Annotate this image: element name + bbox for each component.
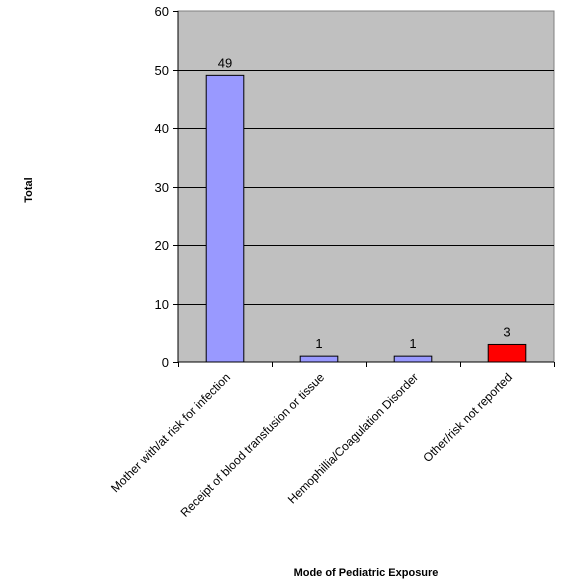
y-axis-ticks: 0 10 20 30 40 50 60 [155,4,178,370]
category-label: Other/risk not reported [420,370,515,465]
y-tick-label: 60 [155,4,169,19]
y-axis-title: Total [23,177,35,202]
x-axis-ticks [178,362,555,367]
bar [393,355,433,363]
bar [487,343,527,363]
data-label: 3 [503,324,510,339]
category-labels: Mother with/at risk for infectionReceipt… [108,370,515,520]
data-label: 49 [218,55,232,70]
x-axis-title: Mode of Pediatric Exposure [294,567,439,579]
y-tick-label: 0 [162,355,169,370]
y-tick-label: 40 [155,121,169,136]
y-tick-label: 50 [155,63,169,78]
bar [299,355,339,363]
data-label: 1 [409,336,416,351]
y-tick-label: 10 [155,297,169,312]
bar [205,74,245,363]
y-tick-label: 30 [155,180,169,195]
data-label: 1 [315,336,322,351]
data-labels: 49 1 1 3 [218,55,511,351]
y-tick-label: 20 [155,238,169,253]
